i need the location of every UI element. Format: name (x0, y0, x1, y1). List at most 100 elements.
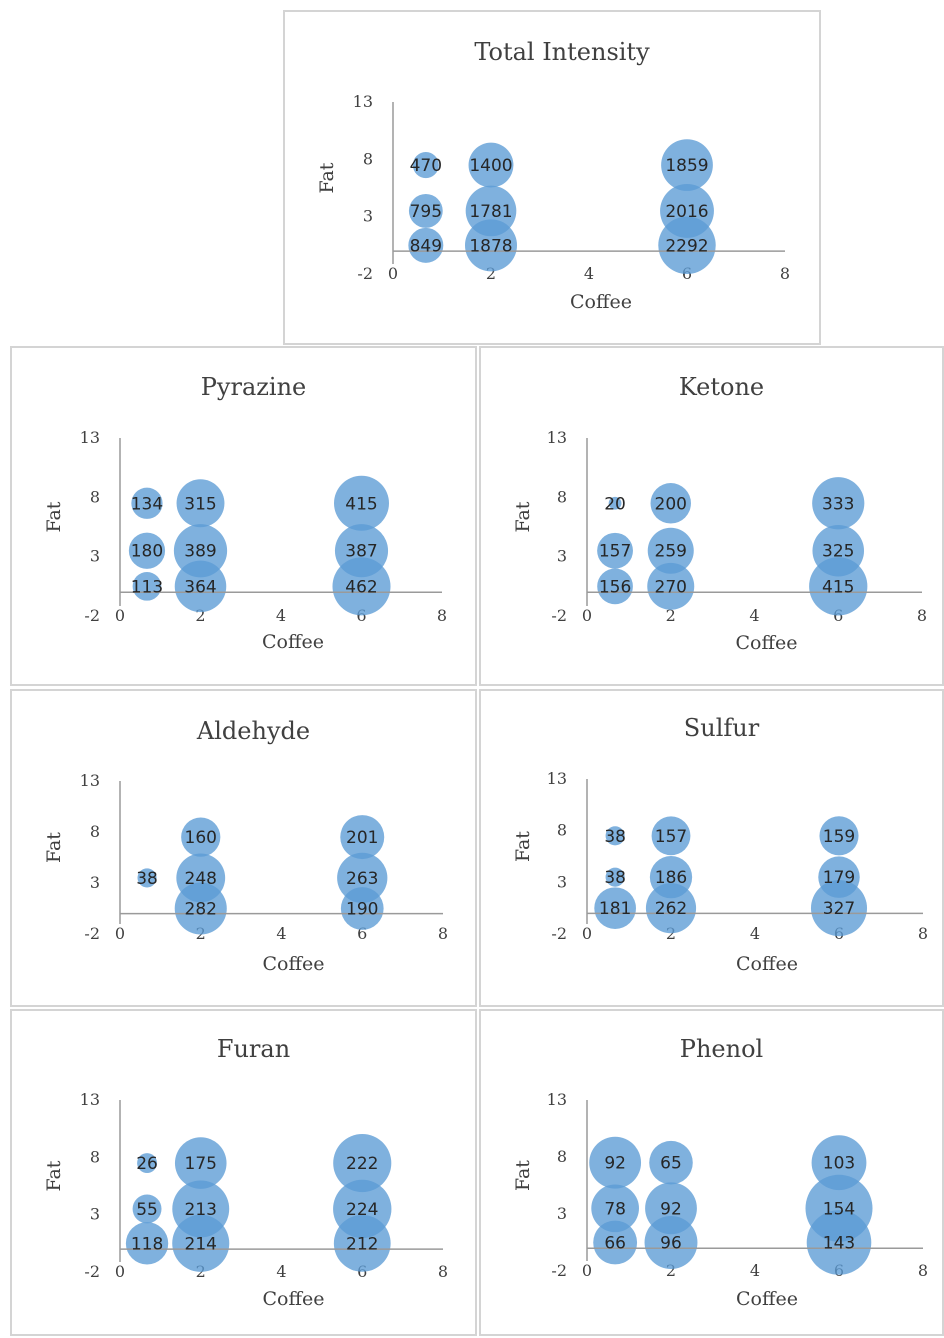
chart-title: Ketone (679, 373, 764, 401)
bubble-point (174, 560, 227, 613)
y-tick-label: -2 (551, 924, 567, 943)
data-label: 415 (345, 494, 377, 514)
x-axis-title: Coffee (736, 1288, 798, 1310)
x-tick-label: 2 (195, 606, 205, 625)
data-label: 389 (184, 542, 216, 562)
bubble-point (340, 887, 384, 930)
data-label: 156 (599, 577, 631, 597)
bubble-chart-phenol: Phenol-2381302468927866659296103154143Co… (512, 1035, 928, 1310)
y-tick-label: 3 (90, 547, 100, 566)
y-tick-label: 13 (547, 769, 567, 788)
chart-panel-pyrazine: Pyrazine -2 3 8 13 0 2 4 6 8 134 180 113 315 389 364 415… (10, 346, 477, 686)
data-label: 154 (823, 1199, 855, 1219)
bubble-point (137, 1153, 157, 1174)
y-tick-label: -2 (84, 924, 100, 943)
bubble-series (589, 1135, 873, 1275)
bubble-point (597, 532, 633, 569)
bubble-point (181, 817, 221, 857)
y-tick-label: 8 (557, 1147, 567, 1166)
bubble-point (591, 1184, 639, 1233)
bubble-point (806, 1210, 872, 1275)
bubble-point (125, 1222, 169, 1265)
y-tick-label: 13 (547, 1090, 567, 1109)
x-tick-label: 8 (780, 264, 790, 283)
x-tick-label: 2 (666, 1261, 676, 1280)
bubble-point (809, 557, 868, 616)
y-tick-label: 13 (353, 92, 373, 111)
y-axis-title: Fat (43, 501, 65, 532)
x-tick-label: 0 (582, 924, 592, 943)
bubble-series (128, 475, 391, 616)
data-label: 327 (823, 899, 855, 919)
data-label: 2016 (665, 202, 708, 222)
data-label: 118 (131, 1234, 163, 1254)
data-label: 157 (655, 827, 687, 847)
data-label: 224 (346, 1200, 378, 1220)
bubble-point (132, 571, 162, 601)
bubble-point (605, 826, 625, 846)
y-tick-label: 8 (363, 149, 373, 168)
data-label: 200 (655, 494, 687, 514)
data-label: 315 (184, 494, 216, 514)
chart-title: Furan (217, 1035, 290, 1063)
bubble-point (333, 1214, 391, 1272)
data-label: 364 (184, 577, 216, 597)
x-tick-label: 4 (750, 1261, 760, 1280)
data-label: 186 (655, 868, 687, 888)
x-axis-title: Coffee (736, 632, 798, 654)
bubble-series (408, 139, 716, 275)
x-tick-label: 0 (582, 1261, 592, 1280)
data-label: 113 (131, 577, 163, 597)
x-tick-label: 2 (486, 264, 496, 283)
bubble-point (131, 487, 163, 519)
bubble-point (658, 216, 716, 275)
bubble-point (810, 880, 868, 937)
chart-title: Pyrazine (201, 373, 306, 401)
bubble-point (650, 483, 691, 524)
data-label: 201 (346, 828, 378, 848)
x-tick-label: 8 (437, 606, 447, 625)
data-label: 270 (655, 577, 687, 597)
bubble-point (340, 815, 385, 860)
x-tick-label: 0 (115, 606, 125, 625)
bubble-point (464, 219, 518, 272)
x-tick-label: 4 (276, 606, 286, 625)
y-tick-label: 8 (557, 821, 567, 840)
x-tick-label: 6 (833, 606, 843, 625)
chart-title: Sulfur (684, 714, 760, 742)
bubble-point (812, 477, 865, 530)
y-tick-label: 3 (90, 873, 100, 892)
data-label: 143 (823, 1234, 855, 1254)
bubble-point (468, 142, 514, 188)
data-label: 20 (604, 494, 626, 514)
data-label: 103 (823, 1154, 855, 1174)
bubble-point (644, 1216, 698, 1269)
data-label: 262 (655, 899, 687, 919)
x-tick-label: 4 (276, 1262, 286, 1281)
y-axis-title: Fat (316, 162, 338, 193)
bubble-chart-sulfur: Sulfur-238130246838381811571862621591793… (512, 714, 928, 975)
bubble-chart-ketone: Ketone -2 3 8 13 0 2 4 6 8 20 157 156 200 259 270 333 325… (512, 373, 927, 654)
bubble-point (647, 527, 694, 574)
x-tick-label: 2 (666, 606, 676, 625)
bubble-point (174, 1137, 227, 1189)
data-label: 2292 (665, 236, 708, 256)
chart-panel-furan: Furan-2381302468265511817521321422222421… (10, 1009, 477, 1336)
x-tick-label: 4 (276, 924, 286, 943)
data-label: 180 (131, 542, 163, 562)
bubble-chart-aldehyde: Aldehyde-238130246838160248282201263190C… (43, 717, 448, 975)
x-tick-label: 8 (918, 924, 928, 943)
x-tick-label: 8 (918, 1261, 928, 1280)
data-label: 65 (660, 1154, 682, 1174)
chart-title: Total Intensity (474, 38, 650, 66)
chart-panel-sulfur: Sulfur-238130246838381811571862621591793… (479, 689, 944, 1007)
y-axis-title: Fat (43, 1160, 65, 1191)
data-label: 795 (410, 202, 442, 222)
x-tick-label: 0 (115, 924, 125, 943)
data-label: 92 (604, 1154, 626, 1174)
data-label: 159 (823, 827, 855, 847)
data-label: 157 (599, 542, 631, 562)
x-tick-label: 6 (357, 924, 367, 943)
y-tick-label: 13 (80, 771, 100, 790)
data-label: 282 (185, 900, 217, 920)
